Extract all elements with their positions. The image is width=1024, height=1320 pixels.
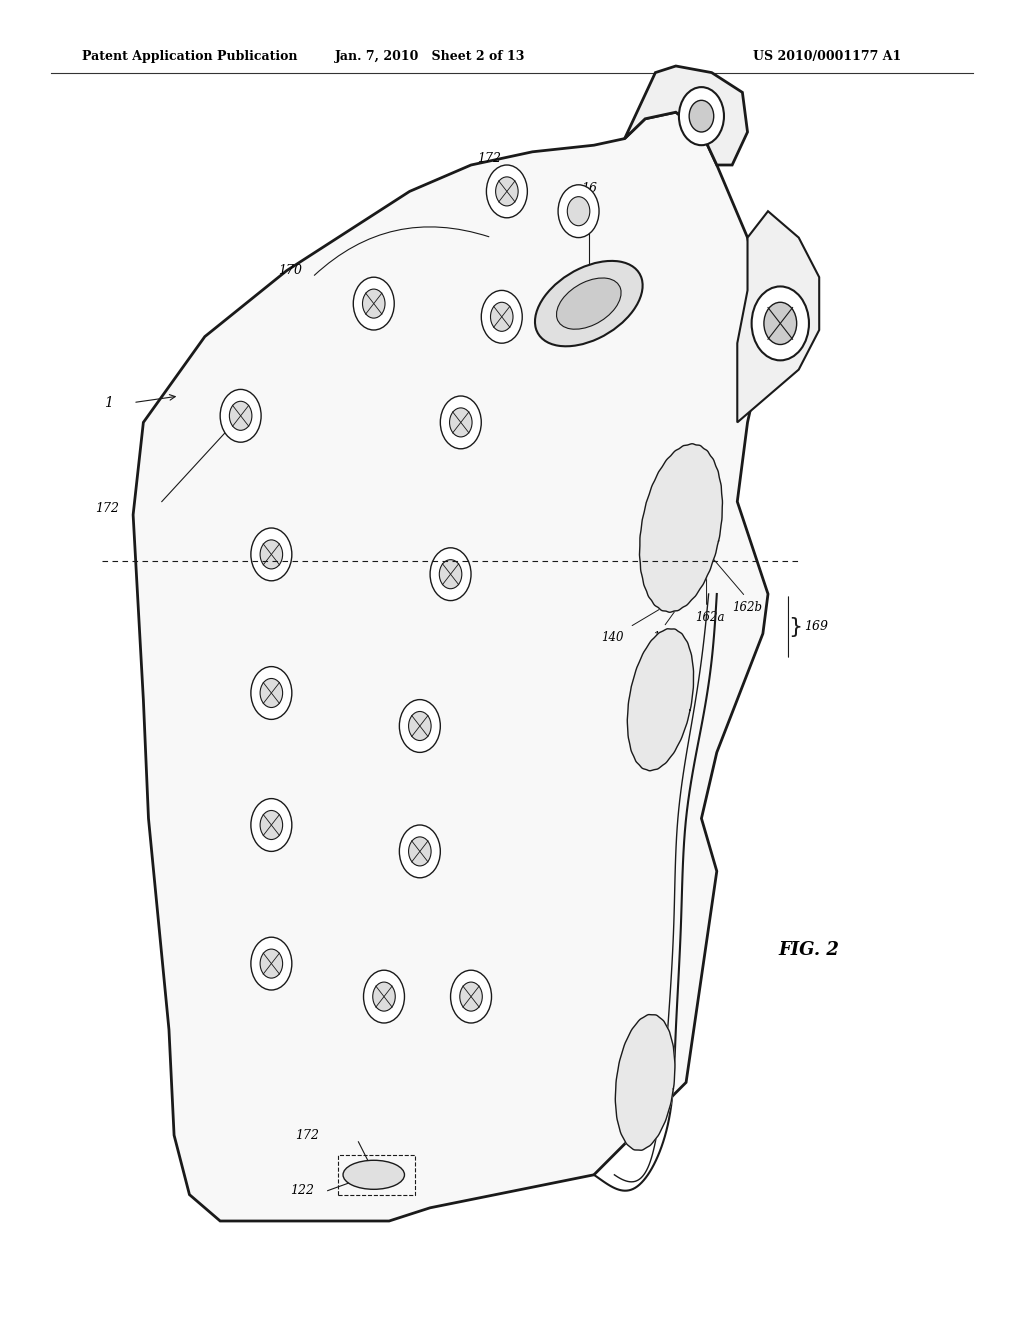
- Text: 170: 170: [279, 264, 302, 277]
- Circle shape: [430, 548, 471, 601]
- Text: 122: 122: [290, 1184, 314, 1197]
- Text: 16: 16: [581, 182, 597, 195]
- Circle shape: [373, 982, 395, 1011]
- Text: 1: 1: [103, 396, 113, 409]
- Circle shape: [481, 290, 522, 343]
- Circle shape: [490, 302, 513, 331]
- Circle shape: [251, 937, 292, 990]
- Circle shape: [486, 165, 527, 218]
- Text: }: }: [788, 616, 803, 638]
- Text: 172: 172: [295, 1129, 319, 1142]
- Polygon shape: [133, 112, 768, 1221]
- Circle shape: [409, 711, 431, 741]
- Circle shape: [679, 87, 724, 145]
- Text: 162a: 162a: [695, 611, 724, 624]
- Circle shape: [260, 810, 283, 840]
- Circle shape: [409, 837, 431, 866]
- Text: 164: 164: [652, 631, 675, 644]
- Circle shape: [353, 277, 394, 330]
- Circle shape: [439, 560, 462, 589]
- Circle shape: [460, 982, 482, 1011]
- Circle shape: [229, 401, 252, 430]
- Circle shape: [260, 678, 283, 708]
- Text: US 2010/0001177 A1: US 2010/0001177 A1: [753, 50, 901, 63]
- Text: FIG. 2: FIG. 2: [778, 941, 839, 960]
- Circle shape: [440, 396, 481, 449]
- Circle shape: [567, 197, 590, 226]
- Circle shape: [251, 528, 292, 581]
- Circle shape: [451, 970, 492, 1023]
- Circle shape: [399, 700, 440, 752]
- Circle shape: [689, 100, 714, 132]
- Circle shape: [260, 949, 283, 978]
- Circle shape: [450, 408, 472, 437]
- Ellipse shape: [535, 261, 643, 346]
- Text: 140: 140: [601, 631, 624, 644]
- Polygon shape: [625, 66, 748, 165]
- Polygon shape: [639, 444, 723, 612]
- Circle shape: [764, 302, 797, 345]
- Circle shape: [220, 389, 261, 442]
- Circle shape: [558, 185, 599, 238]
- Text: 162b: 162b: [732, 601, 763, 614]
- Circle shape: [260, 540, 283, 569]
- Polygon shape: [737, 211, 819, 422]
- Text: Patent Application Publication: Patent Application Publication: [82, 50, 297, 63]
- Circle shape: [362, 289, 385, 318]
- Text: 172: 172: [477, 152, 502, 165]
- Text: 169: 169: [804, 620, 827, 634]
- Polygon shape: [628, 628, 693, 771]
- Text: 172: 172: [95, 502, 120, 515]
- Text: Jan. 7, 2010   Sheet 2 of 13: Jan. 7, 2010 Sheet 2 of 13: [335, 50, 525, 63]
- Circle shape: [752, 286, 809, 360]
- Polygon shape: [615, 1015, 675, 1150]
- Ellipse shape: [556, 279, 622, 329]
- Circle shape: [364, 970, 404, 1023]
- Circle shape: [496, 177, 518, 206]
- Circle shape: [251, 667, 292, 719]
- Circle shape: [251, 799, 292, 851]
- Circle shape: [399, 825, 440, 878]
- Ellipse shape: [343, 1160, 404, 1189]
